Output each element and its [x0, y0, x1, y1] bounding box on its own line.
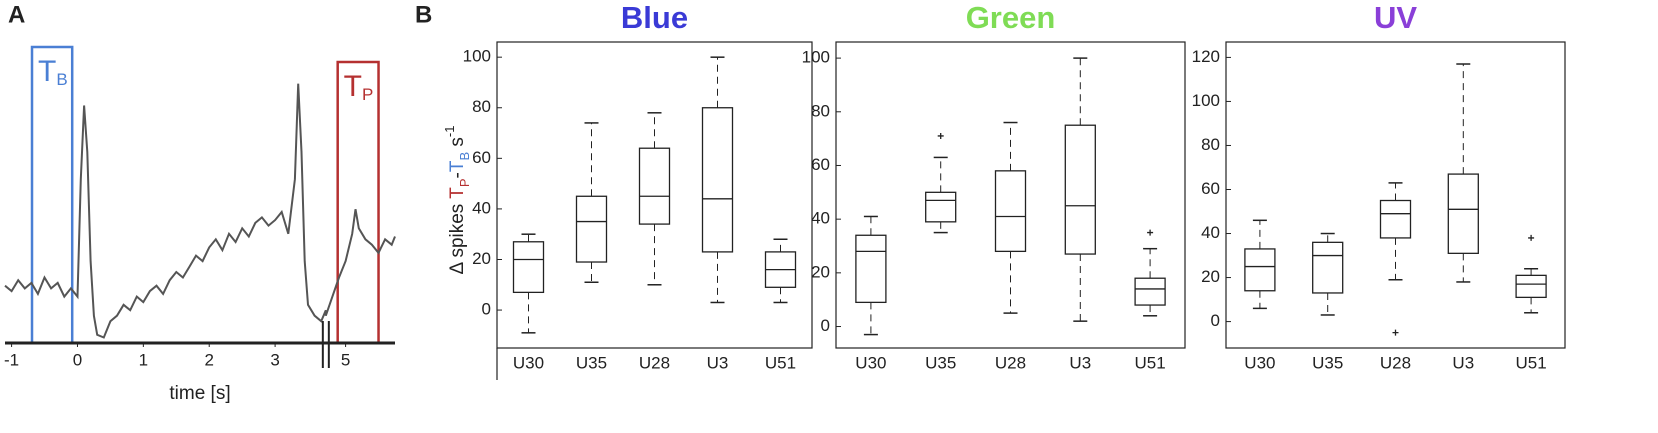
outlier	[937, 132, 944, 139]
window-subscript: B	[56, 70, 67, 89]
y-tick-label: 60	[472, 148, 491, 167]
y-tick-label: 20	[1201, 267, 1220, 286]
x-tick-label: U51	[765, 353, 796, 372]
window-label: TB	[38, 55, 68, 90]
chart-title: UV	[1374, 0, 1417, 35]
x-tick-label: U30	[1244, 353, 1275, 372]
box	[1134, 277, 1166, 306]
x-tick-label: 3	[270, 350, 279, 369]
y-tick-label: 80	[1201, 135, 1220, 154]
box	[512, 241, 545, 294]
plot-frame	[1225, 41, 1566, 349]
y-tick-label: 20	[811, 262, 830, 281]
y-axis-label: Δ spikes TP-TB s-1	[442, 126, 472, 275]
box	[855, 234, 887, 304]
y-tick-label: 0	[482, 300, 491, 319]
x-tick-label: U28	[639, 353, 670, 372]
panel-label: A	[8, 1, 25, 28]
y-label-part: B	[457, 152, 472, 161]
y-tick-label: 0	[1211, 311, 1220, 330]
x-tick-label: U51	[1516, 353, 1547, 372]
y-tick-label: 40	[1201, 223, 1220, 242]
y-tick-label: 100	[802, 48, 830, 67]
box	[1244, 248, 1276, 292]
chart-title: Blue	[621, 0, 688, 35]
y-tick-label: 80	[811, 101, 830, 120]
x-tick-label: 1	[139, 350, 148, 369]
x-tick-label: U3	[707, 353, 729, 372]
x-tick-label: U30	[855, 353, 886, 372]
x-tick-label: 0	[73, 350, 82, 369]
chart-title: Green	[966, 0, 1056, 35]
box	[1447, 173, 1479, 254]
box	[1515, 274, 1547, 299]
x-tick-label: 2	[204, 350, 213, 369]
y-tick-label: 120	[1192, 47, 1220, 66]
x-tick-label: -1	[4, 350, 19, 369]
plot-frame	[835, 41, 1186, 349]
box	[701, 107, 734, 253]
x-tick-label: U3	[1452, 353, 1474, 372]
x-tick-label: U35	[576, 353, 607, 372]
window-letter: T	[344, 70, 362, 103]
x-tick-label: U51	[1135, 353, 1166, 372]
y-label-part: P	[457, 178, 472, 187]
y-tick-label: 100	[463, 47, 491, 66]
y-tick-label: 20	[472, 249, 491, 268]
x-tick-label: U35	[1312, 353, 1343, 372]
box	[575, 195, 608, 263]
window-box	[30, 45, 74, 345]
outlier	[1147, 229, 1154, 236]
x-tick-label: U3	[1069, 353, 1091, 372]
x-tick-label: U28	[995, 353, 1026, 372]
outlier	[1528, 234, 1535, 241]
y-label-part: Δ spikes	[447, 199, 468, 275]
y-tick-label: 0	[821, 316, 830, 335]
box	[1064, 124, 1096, 255]
trace	[4, 83, 396, 339]
x-axis-label: time [s]	[169, 383, 230, 404]
x-tick-label: U28	[1380, 353, 1411, 372]
y-tick-label: 80	[472, 97, 491, 116]
y-tick-label: 60	[1201, 179, 1220, 198]
box	[638, 147, 671, 225]
y-tick-label: 60	[811, 155, 830, 174]
window-letter: T	[38, 55, 56, 88]
outlier	[1392, 329, 1399, 336]
x-tick-label: 5	[341, 350, 350, 369]
y-tick-label: 40	[472, 198, 491, 217]
box	[994, 170, 1027, 253]
box	[1379, 199, 1412, 239]
window-label: TP	[344, 70, 374, 105]
y-label-part: s	[447, 137, 468, 152]
plot-frame	[496, 41, 813, 349]
y-tick-label: 100	[1192, 91, 1220, 110]
box	[1312, 241, 1344, 294]
x-tick-label: U35	[925, 353, 956, 372]
y-label-part: T	[447, 187, 468, 199]
y-label-part: -1	[442, 126, 457, 138]
x-tick-label: U30	[513, 353, 544, 372]
y-label-part: T	[447, 160, 468, 172]
box	[925, 191, 957, 223]
y-label-part: -	[447, 172, 468, 178]
panel-label: B	[415, 1, 432, 28]
window-subscript: P	[362, 85, 373, 104]
y-tick-label: 40	[811, 209, 830, 228]
